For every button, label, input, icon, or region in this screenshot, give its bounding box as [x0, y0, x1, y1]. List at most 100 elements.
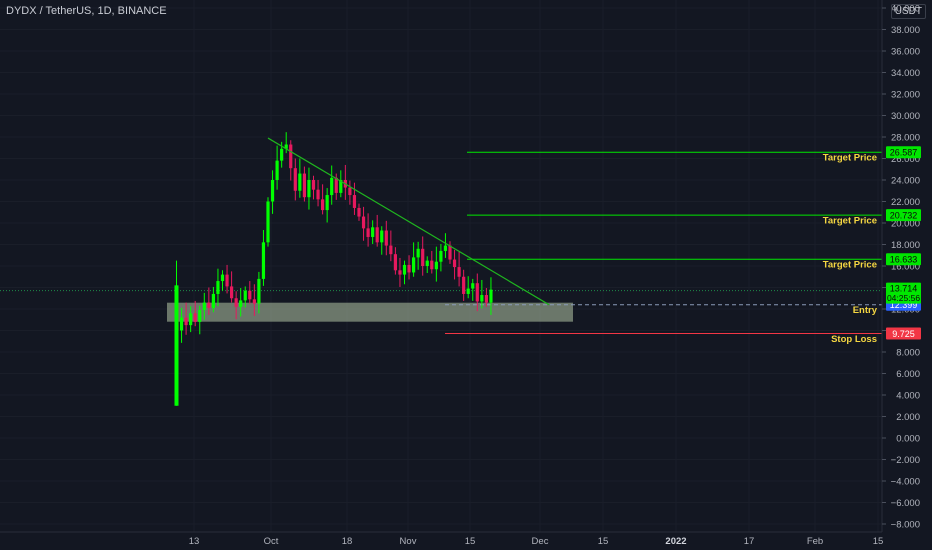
candle-body — [439, 250, 443, 262]
price-tick-label: 30.000 — [891, 111, 920, 122]
candle-body — [398, 270, 402, 275]
candle-body — [211, 293, 215, 308]
candle-body — [252, 299, 256, 304]
candle-body — [384, 230, 388, 246]
symbol-title[interactable]: DYDX / TetherUS, 1D, BINANCE — [6, 5, 167, 17]
target-price-badge-bg — [886, 146, 921, 159]
price-tick-label: 38.000 — [891, 25, 920, 36]
candle-body — [448, 245, 452, 260]
time-tick-label: Dec — [532, 536, 549, 547]
candle-body — [316, 189, 320, 200]
price-tick-label: 40.000 — [891, 4, 920, 15]
candle-body — [462, 276, 466, 294]
candle-body — [412, 257, 416, 273]
time-tick-label: 2022 — [665, 536, 686, 547]
price-levels — [0, 151, 882, 334]
candle-body — [321, 199, 325, 211]
candle-body — [302, 173, 306, 198]
candle-body — [289, 144, 293, 169]
price-tick-label: 6.000 — [896, 369, 920, 380]
target-label: Target Price — [823, 153, 877, 164]
currency-badge[interactable]: USDT — [890, 4, 926, 19]
candle-body — [239, 300, 243, 307]
time-tick-label: Nov — [400, 536, 417, 547]
candle-body — [357, 207, 361, 217]
candle-body — [389, 245, 393, 255]
candle-body — [480, 295, 484, 302]
candle-body — [330, 177, 334, 196]
candle-body — [371, 227, 375, 237]
candle-body — [230, 286, 234, 299]
price-tick-label: 18.000 — [891, 240, 920, 251]
candle-body — [234, 298, 238, 307]
candle-body — [193, 313, 197, 322]
candle-body — [484, 295, 488, 303]
time-tick-label: Feb — [807, 536, 823, 547]
candle-body — [375, 227, 379, 243]
price-tick-label: 34.000 — [891, 68, 920, 79]
time-axis[interactable]: 13 Oct 18 Nov 15 Dec 15 2022 17 Feb 15 — [189, 536, 884, 547]
entry-price-badge: 12.399 — [890, 300, 918, 310]
candle-body — [452, 259, 457, 268]
target-price-badge: 26.587 — [890, 147, 918, 157]
candle-body — [434, 261, 438, 270]
target-price-badge: 20.732 — [890, 210, 918, 220]
candle-body — [393, 254, 397, 271]
candle-body — [220, 274, 225, 282]
candle-body — [280, 148, 284, 161]
entry-label: Entry — [853, 305, 878, 316]
candle-body — [202, 302, 206, 311]
candle-body — [366, 228, 370, 237]
candle-body — [298, 173, 302, 191]
candle-body — [489, 289, 493, 303]
target-price-badge-bg — [886, 253, 921, 266]
candle-body — [216, 281, 220, 294]
price-tick-label: 2.000 — [896, 412, 920, 423]
candle-body — [225, 274, 229, 287]
price-tick-label: 0.000 — [896, 434, 920, 445]
candle-body — [352, 195, 357, 208]
support-zone — [167, 302, 573, 322]
price-tick-label: 36.000 — [891, 47, 920, 58]
candle-body — [475, 283, 479, 302]
stop-label: Stop Loss — [831, 334, 877, 345]
candle-body — [189, 313, 193, 326]
price-badges: 26.587 20.732 16.633 12.399 9.725 13.71404:25… — [886, 146, 921, 340]
target-price-badge-bg — [886, 209, 921, 222]
candle-body — [421, 248, 425, 266]
candle-body — [270, 180, 275, 202]
price-tick-label: −6.000 — [891, 498, 920, 509]
candle-body — [361, 216, 366, 229]
support-zone-box[interactable] — [167, 302, 573, 322]
candle-body — [179, 317, 184, 331]
candle-body — [466, 288, 470, 294]
candle-body — [261, 242, 266, 279]
time-tick-label: 15 — [873, 536, 884, 547]
price-tick-label: −4.000 — [891, 477, 920, 488]
price-tick-label: −2.000 — [891, 455, 920, 466]
bar-countdown: 04:25:56 — [887, 293, 920, 303]
target-price-badge: 16.633 — [890, 254, 918, 264]
candle-body — [407, 264, 411, 273]
candle-body — [307, 180, 311, 198]
price-tick-label: 28.000 — [891, 133, 920, 144]
candlestick-series — [174, 132, 493, 406]
candle-body — [207, 302, 211, 308]
price-tick-label: 26.000 — [891, 154, 920, 165]
candle-body — [339, 180, 343, 193]
candle-body — [380, 230, 384, 243]
candle-body — [266, 201, 270, 243]
candle-body — [325, 195, 329, 211]
price-tick-label: 32.000 — [891, 90, 920, 101]
trend-line[interactable] — [267, 137, 550, 306]
price-tick-label: −8.000 — [891, 520, 920, 531]
target-label: Target Price — [823, 216, 877, 227]
price-tick-label: 8.000 — [896, 348, 920, 359]
last-price-badge: 13.714 — [890, 284, 918, 294]
candle-body — [430, 260, 434, 270]
candle-body — [243, 290, 247, 301]
time-tick-label: Oct — [264, 536, 279, 547]
descending-trendline[interactable] — [267, 137, 550, 306]
